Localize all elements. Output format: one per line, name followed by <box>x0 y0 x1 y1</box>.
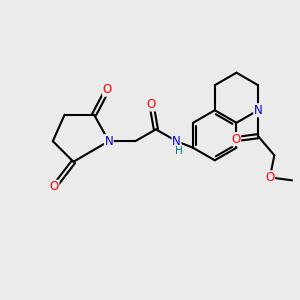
Text: N: N <box>172 135 181 148</box>
Text: H: H <box>175 146 182 157</box>
Text: O: O <box>231 133 241 146</box>
Text: N: N <box>104 135 113 148</box>
Text: O: O <box>103 83 112 96</box>
Text: O: O <box>50 180 59 193</box>
Text: O: O <box>265 171 274 184</box>
Text: O: O <box>147 98 156 111</box>
Text: N: N <box>254 104 262 117</box>
